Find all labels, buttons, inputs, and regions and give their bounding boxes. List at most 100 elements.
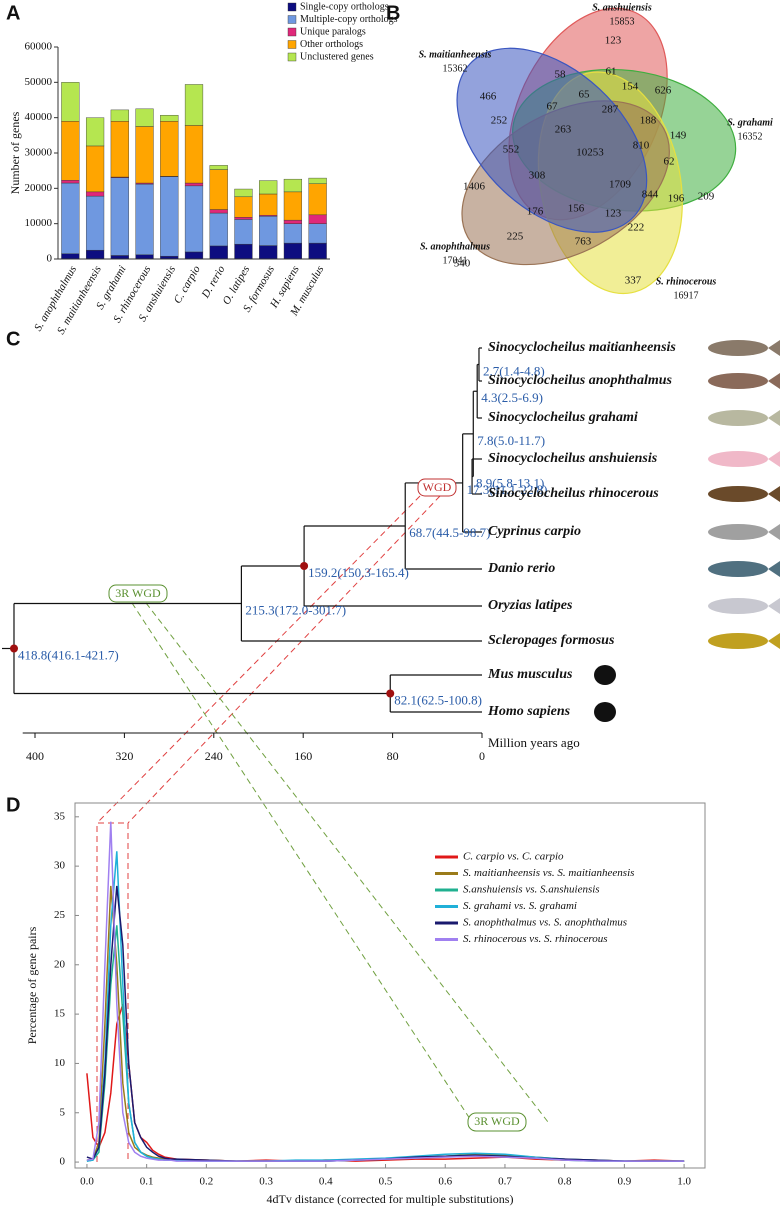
3r-wgd-box xyxy=(467,1112,527,1132)
region-count: 810 xyxy=(633,140,650,152)
y-tick-label: 60000 xyxy=(25,41,53,53)
species-name: Scleropages formosus xyxy=(488,633,615,648)
region-count: 156 xyxy=(568,203,585,215)
region-count: 222 xyxy=(628,222,645,234)
bar-segment xyxy=(283,178,303,193)
bar-segment xyxy=(61,82,80,122)
bar-segment xyxy=(259,193,278,216)
region-count: 287 xyxy=(602,104,619,116)
legend-label: Unique paralogs xyxy=(300,26,366,37)
x-tick-label: 240 xyxy=(205,749,223,763)
region-count: 62 xyxy=(664,156,675,168)
legend-label: C. carpio vs. C. carpio xyxy=(463,851,564,863)
animal-icon xyxy=(594,702,616,722)
node-age-label: 82.1(62.5-100.8) xyxy=(394,692,482,707)
bar-segment xyxy=(234,188,253,198)
node-age-label: 4.3(2.5-6.9) xyxy=(481,390,543,405)
panel-label: A xyxy=(6,2,20,24)
plot-frame xyxy=(74,802,706,1169)
region-count: 626 xyxy=(655,85,672,97)
x-tick-label: 1.0 xyxy=(677,1176,691,1188)
fish-icon xyxy=(708,451,768,467)
region-count: 61 xyxy=(606,66,617,78)
legend-label: Other orthologs xyxy=(300,39,363,50)
x-tick-label: 0.1 xyxy=(140,1176,154,1188)
fish-tail xyxy=(768,633,780,649)
x-tick-label: 0.9 xyxy=(618,1176,632,1188)
x-tick-label: 160 xyxy=(294,749,312,763)
y-axis-label: Percentage of gene pairs xyxy=(25,926,39,1044)
y-tick-label: 50000 xyxy=(25,76,53,88)
bar-segment xyxy=(283,242,303,260)
region-count: 225 xyxy=(507,231,524,243)
bar-segment xyxy=(160,176,179,257)
set-total: 17041 xyxy=(443,255,468,266)
bar-segment xyxy=(85,117,105,147)
bar-segment xyxy=(308,214,327,224)
bar-segment xyxy=(85,249,105,260)
x-tick-label: 0.6 xyxy=(438,1176,452,1188)
3r-wgd-box xyxy=(108,584,168,603)
panel-label: D xyxy=(6,794,20,816)
species-name: Mus musculus xyxy=(487,667,573,682)
set-name: S. maitianheensis xyxy=(419,49,492,60)
set-name: S. anophthalmus xyxy=(420,241,490,252)
region-count: 196 xyxy=(668,193,685,205)
connector-lines xyxy=(96,495,549,1162)
bar-segment xyxy=(61,253,80,260)
region-count: 1406 xyxy=(463,181,486,193)
y-tick-label: 20000 xyxy=(25,182,53,194)
legend-swatch xyxy=(287,2,297,12)
region-count: 176 xyxy=(527,206,544,218)
bar-segment xyxy=(234,196,253,218)
species-name: Sinocyclocheilus maitianheensis xyxy=(488,340,676,355)
bar-segment xyxy=(209,169,228,210)
bar-segment xyxy=(110,255,129,260)
bar-segment xyxy=(308,177,327,184)
y-tick-label: 0 xyxy=(60,1156,66,1168)
bar-segment xyxy=(184,84,204,126)
bar-segment xyxy=(110,177,129,256)
bar-segment xyxy=(160,120,179,177)
y-tick-label: 20 xyxy=(54,958,66,970)
x-axis-label: 4dTv distance (corrected for multiple su… xyxy=(267,1192,514,1206)
calibration-point xyxy=(9,644,18,653)
wgd-box xyxy=(96,822,129,1162)
fish-tail xyxy=(768,410,780,426)
x-tick-label: 0.2 xyxy=(199,1176,213,1188)
node-age-label: 159.2(150.3-165.4) xyxy=(308,565,409,580)
bar-segment xyxy=(61,120,80,181)
3r-wgd-connector xyxy=(131,602,473,1123)
node-age-label: 2.7(1.4-4.8) xyxy=(483,363,545,378)
node-age-label: 8.9(5.8-13.1) xyxy=(476,475,544,490)
x-tick-label: 400 xyxy=(26,749,44,763)
region-count: 67 xyxy=(547,101,559,113)
fish-icon xyxy=(708,598,768,614)
region-count: 154 xyxy=(622,81,639,93)
x-tick-label: 0.8 xyxy=(558,1176,572,1188)
fish-icon xyxy=(708,410,768,426)
panel-label: B xyxy=(386,2,400,24)
bar-segment xyxy=(85,145,105,193)
bar-segment xyxy=(184,125,204,184)
bar-segment xyxy=(308,223,327,244)
species-name: Danio rerio xyxy=(487,561,555,576)
bar-segment xyxy=(61,182,80,254)
bar-segment xyxy=(61,180,80,184)
node-age-label: 215.3(172.0-301.7) xyxy=(245,602,346,617)
fish-icon xyxy=(708,633,768,649)
bar-segment xyxy=(184,185,204,253)
species-name: Sinocyclocheilus anophthalmus xyxy=(488,373,673,388)
bar-segment xyxy=(234,243,253,260)
fish-tail xyxy=(768,486,780,502)
legend-label: S. grahami vs. S. grahami xyxy=(463,900,577,912)
calibration-point xyxy=(300,561,309,570)
bar-segment xyxy=(110,109,129,122)
species-name: Sinocyclocheilus rhinocerous xyxy=(488,486,659,501)
series-line xyxy=(86,1003,685,1162)
node-age-label: 7.8(5.0-11.7) xyxy=(477,433,545,448)
wgd-connector xyxy=(96,495,421,824)
bar-segment xyxy=(135,108,154,127)
legend-label: Unclustered genes xyxy=(300,51,374,62)
